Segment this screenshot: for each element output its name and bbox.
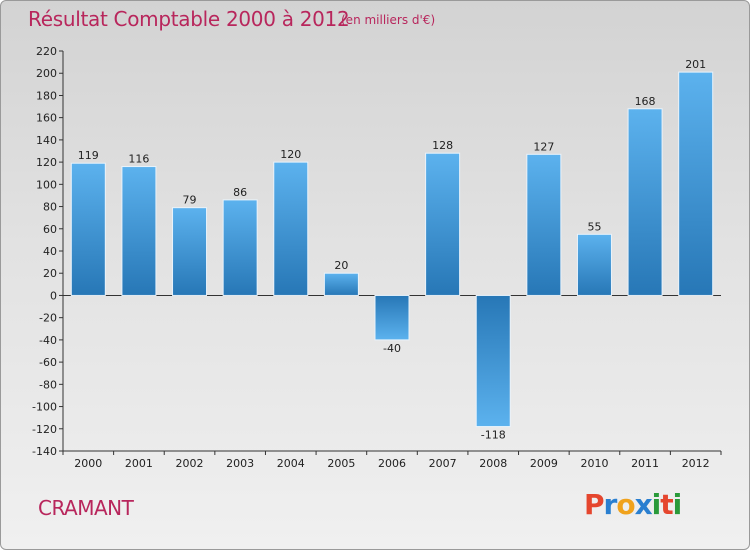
y-tick-label: 80 [43, 201, 57, 214]
x-tick-label: 2004 [277, 457, 305, 470]
bar-value-label: 120 [280, 148, 301, 161]
bar-2002 [172, 207, 208, 296]
logo-letter: i [672, 488, 683, 521]
y-tick-label: 120 [36, 156, 57, 169]
bar-value-label: 20 [334, 259, 348, 272]
logo-letter: i [651, 488, 662, 521]
bar-2011 [627, 108, 663, 296]
y-tick-label: -140 [32, 445, 57, 458]
y-tick-label: -40 [39, 334, 57, 347]
x-tick-label: 2008 [479, 457, 507, 470]
y-tick-label: -80 [39, 378, 57, 391]
bar-value-label: -118 [481, 429, 506, 442]
y-tick-label: 0 [50, 289, 57, 302]
bar-value-label: 55 [587, 220, 601, 233]
x-tick-label: 2002 [176, 457, 204, 470]
y-tick-label: -60 [39, 356, 57, 369]
bar-value-label: 168 [635, 95, 656, 108]
x-tick-label: 2000 [74, 457, 102, 470]
bar-2000 [70, 162, 106, 296]
y-tick-label: 100 [36, 178, 57, 191]
y-tick-label: -20 [39, 312, 57, 325]
chart-title: Résultat Comptable 2000 à 2012 [28, 7, 350, 31]
y-tick-label: -100 [32, 401, 57, 414]
logo-letter: t [660, 488, 673, 521]
y-tick-label: 40 [43, 245, 57, 258]
logo-letter: x [634, 488, 653, 521]
y-tick-label: -120 [32, 423, 57, 436]
x-tick-label: 2011 [631, 457, 659, 470]
bar-2005 [323, 272, 359, 296]
bar-value-label: 201 [685, 58, 706, 71]
chart-subtitle: (en milliers d'€) [341, 13, 436, 27]
bar-2012 [678, 71, 714, 296]
bar-value-label: 128 [432, 139, 453, 152]
bar-value-label: 79 [183, 194, 197, 207]
logo-letter: r [603, 488, 618, 521]
y-tick-label: 20 [43, 267, 57, 280]
bar-value-label: -40 [383, 342, 401, 355]
x-tick-label: 2007 [429, 457, 457, 470]
bar-value-label: 116 [128, 153, 149, 166]
y-tick-label: 160 [36, 112, 57, 125]
x-tick-label: 2009 [530, 457, 558, 470]
x-tick-label: 2010 [580, 457, 608, 470]
bar-2010 [576, 233, 612, 296]
logo-letter: P [584, 488, 605, 521]
y-tick-label: 60 [43, 223, 57, 236]
x-tick-label: 2006 [378, 457, 406, 470]
y-tick-label: 200 [36, 67, 57, 80]
bar-2006 [374, 294, 410, 341]
x-tick-label: 2003 [226, 457, 254, 470]
bar-2007 [425, 152, 461, 296]
proxiti-logo[interactable]: Proxiti [584, 488, 683, 521]
x-tick-label: 2005 [327, 457, 355, 470]
bar-2009 [526, 153, 562, 296]
bar-2008 [475, 294, 511, 428]
y-tick-label: 140 [36, 134, 57, 147]
y-tick-label: 180 [36, 89, 57, 102]
bar-2001 [121, 166, 157, 296]
bar-2003 [222, 199, 258, 296]
town-name: CRAMANT [38, 496, 134, 520]
bar-value-label: 119 [78, 149, 99, 162]
bar-value-label: 86 [233, 186, 247, 199]
y-tick-label: 220 [36, 45, 57, 58]
x-tick-label: 2012 [682, 457, 710, 470]
logo-letter: o [616, 488, 635, 521]
bar-2004 [273, 161, 309, 296]
x-tick-label: 2001 [125, 457, 153, 470]
bar-value-label: 127 [533, 140, 554, 153]
